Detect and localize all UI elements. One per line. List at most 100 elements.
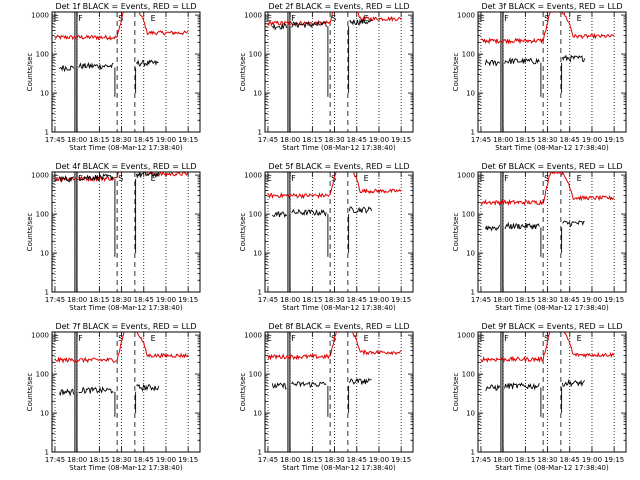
x-tick-label: 18:00 [67,456,87,464]
x-tick-label: 19:00 [156,456,176,464]
y-tick-label: 1 [471,289,475,297]
y-tick-label: 10 [40,410,49,418]
event-marker-e: E [577,334,582,343]
x-axis-label: Start Time (08-Mar-12 17:38:40) [495,304,609,312]
y-tick-label: 100 [36,371,49,379]
event-marker-e: E [151,14,156,23]
events-trace-segment [78,386,114,395]
y-tick-label: 100 [36,51,49,59]
x-tick-label: 18:45 [560,136,580,144]
events-trace-segment [78,173,114,182]
x-tick-label: 18:45 [560,456,580,464]
x-tick-label: 17:45 [258,136,278,144]
events-trace-segment [136,383,160,393]
events-trace-segment [561,54,586,63]
x-tick-label: 18:30 [537,296,557,304]
x-axis-label: Start Time (08-Mar-12 17:38:40) [69,144,183,152]
x-tick-label: 18:30 [111,136,131,144]
event-marker-e: E [480,174,485,183]
plot-frame [264,171,414,293]
y-tick-label: 10 [466,90,475,98]
x-tick-label: 17:45 [471,136,491,144]
lld-trace [54,332,189,364]
y-axis-label: Counts/sec [452,53,460,92]
lld-trace [54,172,189,183]
y-tick-label: 10 [40,250,49,258]
y-axis-label: Counts/sec [452,373,460,412]
event-marker-f: F [291,174,296,183]
y-tick-label: 10 [253,90,262,98]
event-marker-e: E [151,334,156,343]
y-tick-label: 1000 [457,12,475,20]
x-axis-label: Start Time (08-Mar-12 17:38:40) [282,144,396,152]
data-traces [267,332,402,451]
y-tick-label: 1000 [457,172,475,180]
data-traces [480,172,615,291]
x-tick-label: 18:15 [89,456,109,464]
events-trace-segment [291,21,327,29]
x-tick-label: 18:00 [493,136,513,144]
panel-title: Det 1f BLACK = Events, RED = LLD [55,2,196,11]
events-trace-segment [59,65,75,73]
y-axis-label: Counts/sec [452,213,460,252]
x-tick-label: 18:15 [515,296,535,304]
panel-8: Det 8f BLACK = Events, RED = LLD 1 10 100 10… [239,322,414,472]
y-axis-label: Counts/sec [26,213,34,252]
x-tick-label: 18:15 [89,136,109,144]
event-marker-f: F [78,14,83,23]
lld-trace [480,332,615,364]
lld-trace [480,12,615,45]
y-tick-label: 1 [471,449,475,457]
y-axis-label: Counts/sec [239,213,247,252]
x-tick-label: 18:30 [537,136,557,144]
y-axis-label: Counts/sec [239,373,247,412]
x-tick-label: 19:00 [156,136,176,144]
y-tick-label: 1000 [244,12,262,20]
event-marker-f: F [78,334,83,343]
x-tick-label: 19:15 [391,136,411,144]
event-marker-s: S [544,334,549,343]
events-trace-segment [504,221,540,230]
x-tick-label: 17:45 [258,296,278,304]
y-tick-label: 100 [249,211,262,219]
x-tick-label: 18:15 [515,136,535,144]
event-marker-f: F [291,334,296,343]
x-tick-label: 18:30 [111,296,131,304]
y-tick-label: 100 [462,211,475,219]
event-marker-s: S [331,14,336,23]
plot-frame [477,171,627,293]
events-trace-segment [348,206,373,215]
event-marker-e: E [267,334,272,343]
event-marker-f: F [504,174,509,183]
panel-2: Det 2f BLACK = Events, RED = LLD 1 10 100 10… [239,2,414,152]
events-trace-segment [271,382,287,390]
event-marker-e: E [267,14,272,23]
plot-frame [51,331,201,453]
x-axis-label: Start Time (08-Mar-12 17:38:40) [282,304,396,312]
panel-title: Det 2f BLACK = Events, RED = LLD [268,2,409,11]
x-tick-label: 19:00 [582,296,602,304]
panel-9: Det 9f BLACK = Events, RED = LLD 1 10 100 10… [452,322,627,472]
y-tick-label: 1 [45,449,49,457]
x-tick-label: 18:15 [515,456,535,464]
y-tick-label: 100 [36,211,49,219]
panel-5: Det 5f BLACK = Events, RED = LLD 1 10 100 10… [239,162,414,312]
event-marker-e: E [364,174,369,183]
x-tick-label: 19:00 [582,456,602,464]
event-marker-s: S [118,14,123,23]
data-traces [267,12,402,131]
y-tick-label: 1 [258,449,262,457]
event-marker-e: E [267,174,272,183]
plot-frame [51,11,201,133]
x-tick-label: 18:00 [493,456,513,464]
x-tick-label: 18:45 [560,296,580,304]
x-tick-label: 17:45 [45,136,65,144]
event-marker-e: E [480,334,485,343]
event-marker-e: E [364,14,369,23]
event-marker-e: E [364,334,369,343]
data-traces [480,332,615,451]
events-trace-segment [504,57,540,65]
panel-6: Det 6f BLACK = Events, RED = LLD 1 10 100 10… [452,162,627,312]
x-tick-label: 18:00 [67,296,87,304]
